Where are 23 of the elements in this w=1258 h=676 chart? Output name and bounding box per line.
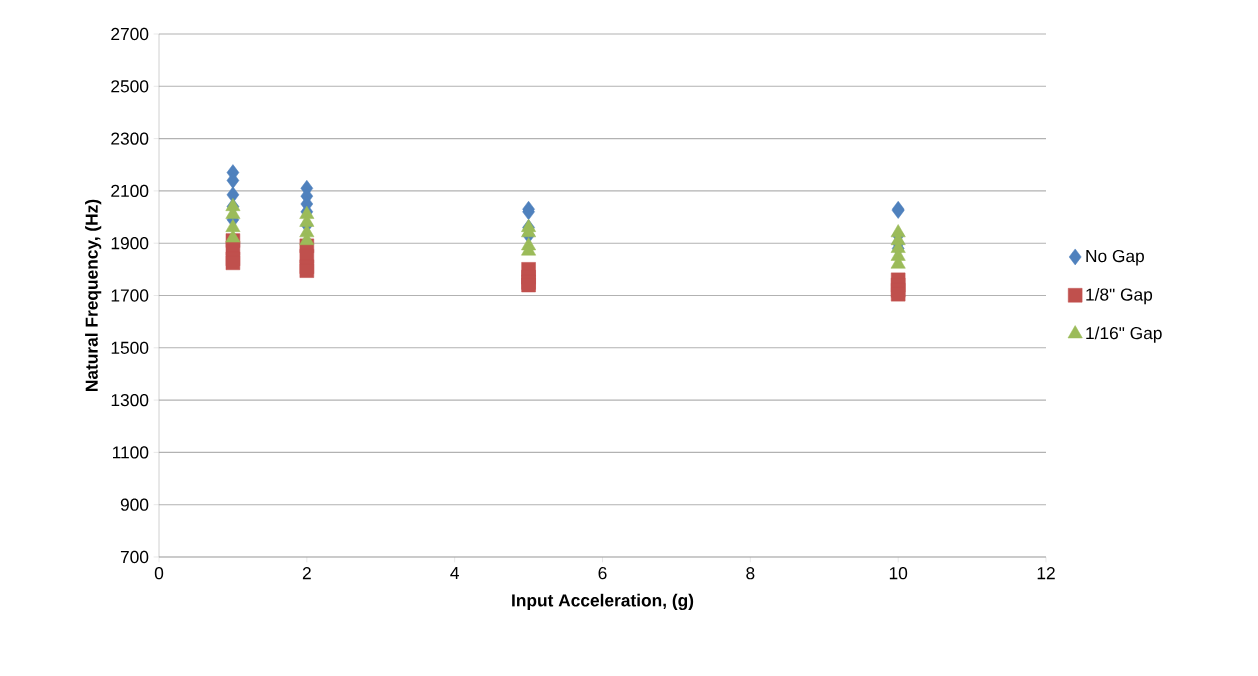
legend-label: No Gap bbox=[1086, 249, 1144, 266]
y-tick-label: 1900 bbox=[111, 237, 149, 250]
x-tick-label: 10 bbox=[889, 567, 908, 580]
y-tick-label: 2100 bbox=[111, 184, 149, 198]
y-axis-title: Natural Frequency, (Hz) bbox=[85, 199, 102, 391]
x-tick-label: 4 bbox=[450, 567, 459, 579]
y-tick-label: 2300 bbox=[111, 132, 149, 145]
y-tick-label: 2500 bbox=[111, 80, 149, 93]
x-tick-label: 2 bbox=[302, 567, 311, 580]
y-tick-label: 2700 bbox=[111, 27, 149, 41]
x-tick-label: 0 bbox=[154, 567, 164, 580]
y-tick-label: 1100 bbox=[113, 446, 149, 459]
y-tick-label: 1300 bbox=[111, 393, 149, 407]
y-tick-label: 1700 bbox=[111, 289, 149, 302]
x-tick-label: 12 bbox=[1037, 567, 1055, 580]
x-tick-label: 6 bbox=[598, 567, 607, 580]
y-tick-label: 900 bbox=[120, 498, 149, 511]
legend-label: 1/8" Gap bbox=[1086, 287, 1153, 305]
x-axis-title: Input Acceleration, (g) bbox=[512, 593, 694, 611]
x-tick-label: 8 bbox=[746, 567, 755, 580]
y-tick-label: 1500 bbox=[111, 341, 149, 354]
y-tick-label: 700 bbox=[120, 550, 149, 564]
legend-label: 1/16" Gap bbox=[1086, 326, 1162, 343]
